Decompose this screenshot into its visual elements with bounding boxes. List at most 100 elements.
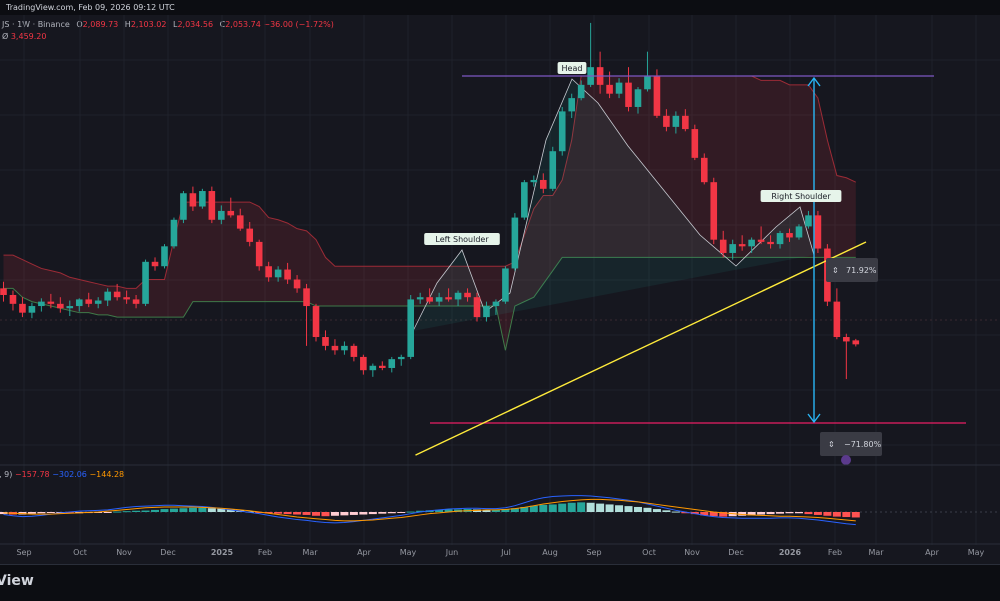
macd-histogram-bar [491,509,500,512]
candle [492,301,500,307]
close-value: 2,053.74 [225,20,261,29]
candle [369,365,377,371]
x-tick-label: 2025 [211,548,234,557]
candle [719,239,727,253]
top-bar: TradingView.com, Feb 09, 2026 09:12 UTC [0,0,1000,15]
right-shoulder-label-bg [760,190,842,202]
candle [255,241,263,267]
left-shoulder-label-bg [424,233,500,245]
macd-histogram-bar [643,507,652,512]
candle [199,191,206,207]
macd-histogram-bar [65,512,74,514]
low-value: 2,034.56 [177,20,214,29]
candle [0,288,7,295]
candle [123,297,130,300]
candle [227,210,235,216]
candle [805,215,812,227]
macd-histogram-bar [141,510,150,512]
candle [852,340,860,345]
candle [445,297,452,300]
macd-histogram-bar [794,512,803,514]
candle [682,115,689,130]
candle [521,182,528,218]
macd-histogram-bar [766,512,775,515]
candle [776,233,784,245]
x-tick-label: Feb [828,548,842,557]
macd-histogram-bar [482,509,491,512]
candle [843,337,850,342]
candle [274,269,282,278]
macd-histogram-bar [804,512,813,515]
cloud-band [3,76,856,351]
macd-histogram-bar [558,503,567,512]
macd-histogram-bar [416,510,425,512]
x-tick-label: Nov [116,548,132,557]
candle [663,115,670,127]
candle [170,219,178,247]
candle [473,297,481,318]
macd-histogram-bar [132,510,141,512]
candle [113,291,121,298]
candle [397,356,405,360]
macd-histogram-bar [435,509,444,512]
macd-histogram-bar [188,507,197,512]
x-tick-label: Sep [16,548,31,557]
macd-histogram-bar [122,511,131,513]
macd-histogram-bar [776,512,785,514]
high-value: 2,103.02 [130,20,167,29]
macd-histogram-bar [662,510,671,512]
indicator-value: 3,459.20 [10,32,47,41]
arrow-head-up [807,76,821,87]
candle [28,306,36,313]
macd-histogram-bar [397,512,406,513]
candle [104,291,111,301]
macd-histogram-bar [520,506,529,512]
macd-histogram-bar [529,505,538,512]
candle [795,226,803,238]
candle [729,244,736,253]
candle [786,233,793,238]
candle [653,76,661,116]
source-label: TradingView.com, Feb 09, 2026 09:12 UTC [6,3,175,12]
macd-histogram-bar [217,508,226,512]
macd-histogram-bar [577,502,586,512]
candle [757,239,765,242]
x-tick-label: Sep [586,548,601,557]
candle [284,269,291,280]
macd-histogram-bar [510,508,519,512]
macd-histogram-bar [605,504,614,512]
right-shoulder-label: Right Shoulder [771,192,831,201]
measure-label-down: −71.80% [844,440,882,449]
macd-histogram-bar [103,512,112,513]
candle [530,179,538,183]
macd-histogram-bar [368,512,377,515]
candle [634,89,642,107]
macd-histogram-bar [851,512,860,518]
macd-signal-value: −144.28 [89,470,125,479]
candle [47,301,55,304]
macd-histogram-bar [321,512,330,517]
macd-histogram-bar [652,509,661,512]
candle [142,261,149,304]
x-tick-label: Mar [302,548,318,557]
candle [180,193,187,220]
change-value: −36.00 (−1.72%) [263,20,334,29]
candle [218,210,225,220]
macd-histogram-bar [444,509,453,512]
candle [700,157,708,183]
candle [85,299,93,304]
signal-line [3,498,856,522]
candle [9,294,17,304]
x-tick-label: Apr [925,548,940,557]
candle [265,266,272,278]
candle [454,292,462,300]
macd-histogram-bar [832,512,841,517]
macd-histogram-bar [312,512,321,516]
macd-histogram-bar [340,512,349,516]
macd-line-value: −302.06 [52,470,87,479]
macd-histogram-bar [615,505,624,512]
x-tick-label: Apr [357,548,372,557]
x-tick-label: May [968,548,985,557]
candle [606,84,613,94]
